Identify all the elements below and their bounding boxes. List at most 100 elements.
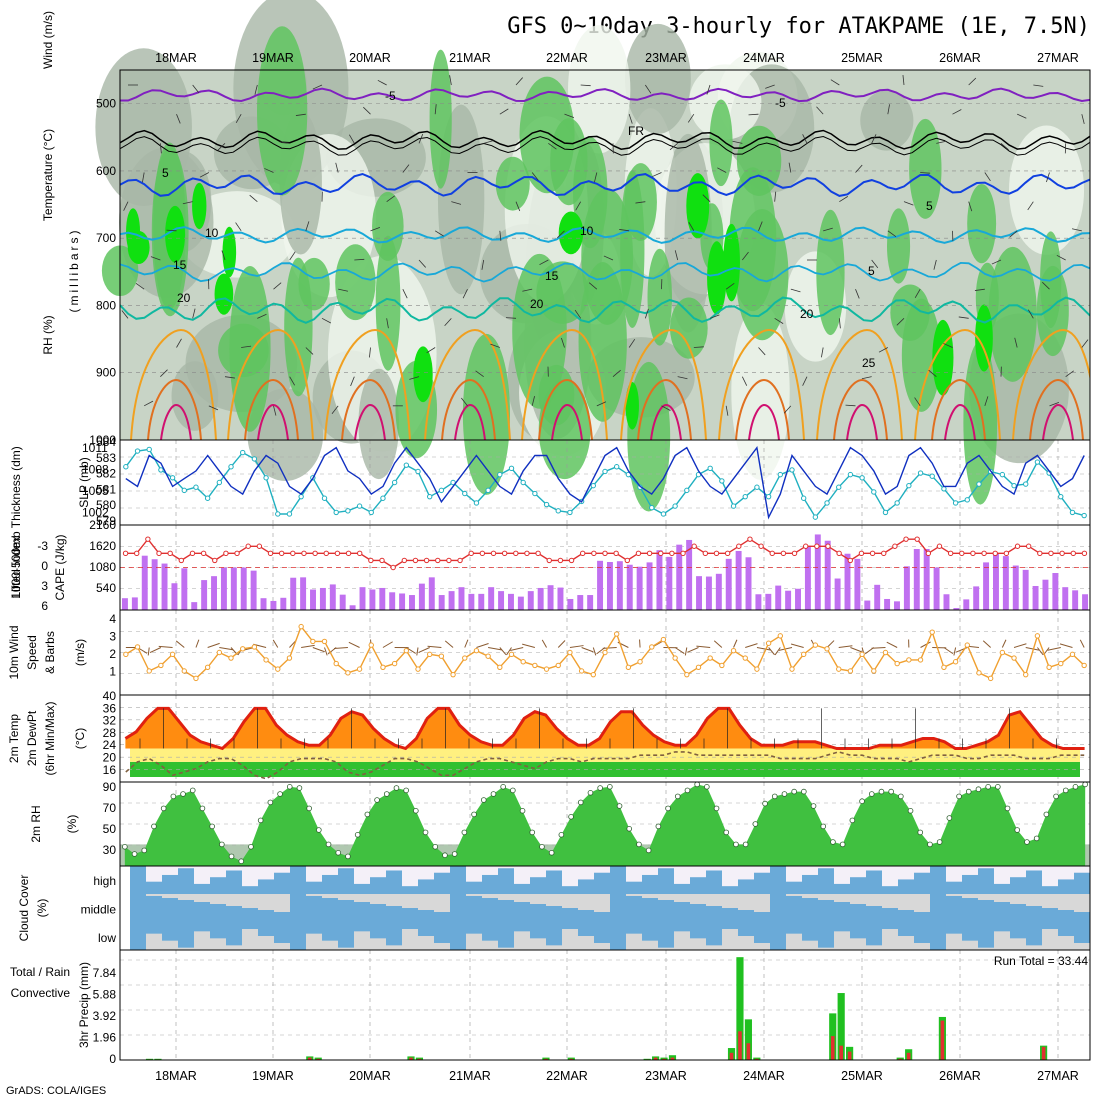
cloud-mid-gap — [674, 894, 690, 902]
cloud-low-gap — [690, 938, 706, 950]
wind-barb-10m — [602, 647, 617, 649]
wind-speed-point — [310, 638, 316, 645]
cloud-low-gap — [562, 929, 578, 950]
cape-bar — [567, 598, 574, 610]
rh-green-patch — [967, 184, 997, 264]
cloud-mid-gap — [866, 894, 882, 906]
wind-barb — [561, 337, 565, 348]
rh-point — [820, 823, 827, 830]
wind-barb — [936, 140, 947, 144]
cape-bar — [824, 540, 831, 610]
cape-bar — [1072, 590, 1079, 610]
lifted-index-point — [568, 557, 575, 564]
cape-bar — [171, 583, 178, 610]
contour-25-lobe — [324, 328, 411, 440]
wind-barb — [475, 370, 484, 377]
thickness-point — [240, 449, 246, 456]
lifted-index-point — [189, 550, 196, 557]
cloud-mid-gap — [658, 894, 674, 900]
wind-barb — [709, 314, 720, 319]
cloud-low-gap — [994, 931, 1010, 950]
lifted-index-point — [167, 550, 173, 557]
rh-bright-patch — [723, 223, 740, 302]
cape-bar — [656, 550, 663, 610]
contour-30-lobe — [147, 378, 202, 440]
cape-bar — [151, 559, 158, 610]
wind-speed-point — [789, 666, 795, 672]
cloud-mid-gap — [498, 894, 514, 900]
lifted-index-point — [323, 550, 329, 557]
cloud-mid-gap — [178, 894, 194, 900]
wind-speed-point — [847, 668, 854, 674]
cape-bar — [963, 599, 970, 610]
rh-green-patch — [736, 125, 782, 196]
cape-bar — [874, 584, 881, 610]
wind-barb — [1027, 309, 1034, 319]
precip-panel-frame — [119, 949, 1091, 1061]
wind-barb — [1081, 114, 1085, 124]
precip-tick-label: 0 — [109, 1052, 116, 1066]
thickness-point — [193, 484, 199, 490]
thickness-point — [672, 503, 678, 509]
cloud-low-gap — [626, 933, 642, 950]
wind-barb — [968, 201, 973, 212]
contour-label: 20 — [177, 291, 191, 305]
thickness-point — [1081, 512, 1087, 519]
date-label-bottom: 27MAR — [1037, 1069, 1079, 1083]
cape-bar — [399, 593, 406, 610]
rh-y-label: 2m RH — [29, 805, 43, 842]
wind-barb — [758, 347, 766, 356]
lifted-index-point — [702, 550, 709, 557]
cape-bar — [795, 588, 801, 610]
cape-bar — [884, 598, 891, 610]
wind-barb — [802, 376, 808, 386]
cape-bar — [953, 608, 960, 610]
lifted-index-point — [903, 536, 909, 542]
wind-barb — [821, 347, 824, 358]
cape-bar — [626, 564, 633, 610]
wind-barb-10m — [592, 647, 597, 656]
wind-barb — [434, 230, 444, 237]
wind-barb — [574, 309, 581, 319]
wind-barb-10m — [943, 647, 954, 655]
precip-convective-bar — [898, 1058, 903, 1060]
date-label-top: 27MAR — [1037, 51, 1079, 65]
wind-speed-point — [871, 668, 877, 674]
cape-bar — [369, 589, 376, 610]
wind-barb-10m — [1025, 647, 1040, 651]
rh-point — [1062, 787, 1069, 794]
cape-bar — [240, 567, 247, 610]
wind-barb-10m — [1001, 639, 1007, 648]
cape-bar — [557, 587, 564, 610]
wind-barb — [669, 143, 678, 151]
wind-barb — [628, 114, 633, 124]
cloud-low-gap — [722, 929, 738, 950]
wind-barb — [135, 282, 145, 290]
cape-bar — [458, 587, 465, 610]
cloud-high-gap — [258, 866, 274, 880]
lifted-index-point — [680, 550, 686, 557]
contour-25-lobe — [424, 328, 511, 440]
cloud-high-gap — [514, 866, 530, 884]
cloud-low-gap — [258, 936, 274, 950]
wind-barb — [1081, 339, 1089, 348]
lifted-index-point — [468, 550, 474, 557]
rh-green-patch — [429, 49, 452, 189]
wind-barb-10m — [826, 640, 835, 648]
thickness-point — [765, 493, 772, 500]
wind-barb-10m — [684, 647, 688, 656]
rh-point — [995, 783, 1001, 790]
wind-barb — [548, 143, 557, 150]
cape-bar — [468, 593, 475, 610]
cloud-mid-gap — [306, 894, 322, 896]
rh-point — [956, 793, 962, 800]
cloud-mid-gap — [1074, 894, 1090, 912]
rh-point — [403, 787, 409, 794]
wind-barb — [295, 113, 306, 116]
thickness-point — [824, 500, 830, 506]
precip-convective-bar — [847, 1051, 852, 1060]
rh-point — [752, 821, 759, 827]
wind-barb — [182, 201, 193, 205]
wind-tick-label: 3 — [109, 630, 116, 644]
lifted-index-point — [200, 550, 207, 557]
